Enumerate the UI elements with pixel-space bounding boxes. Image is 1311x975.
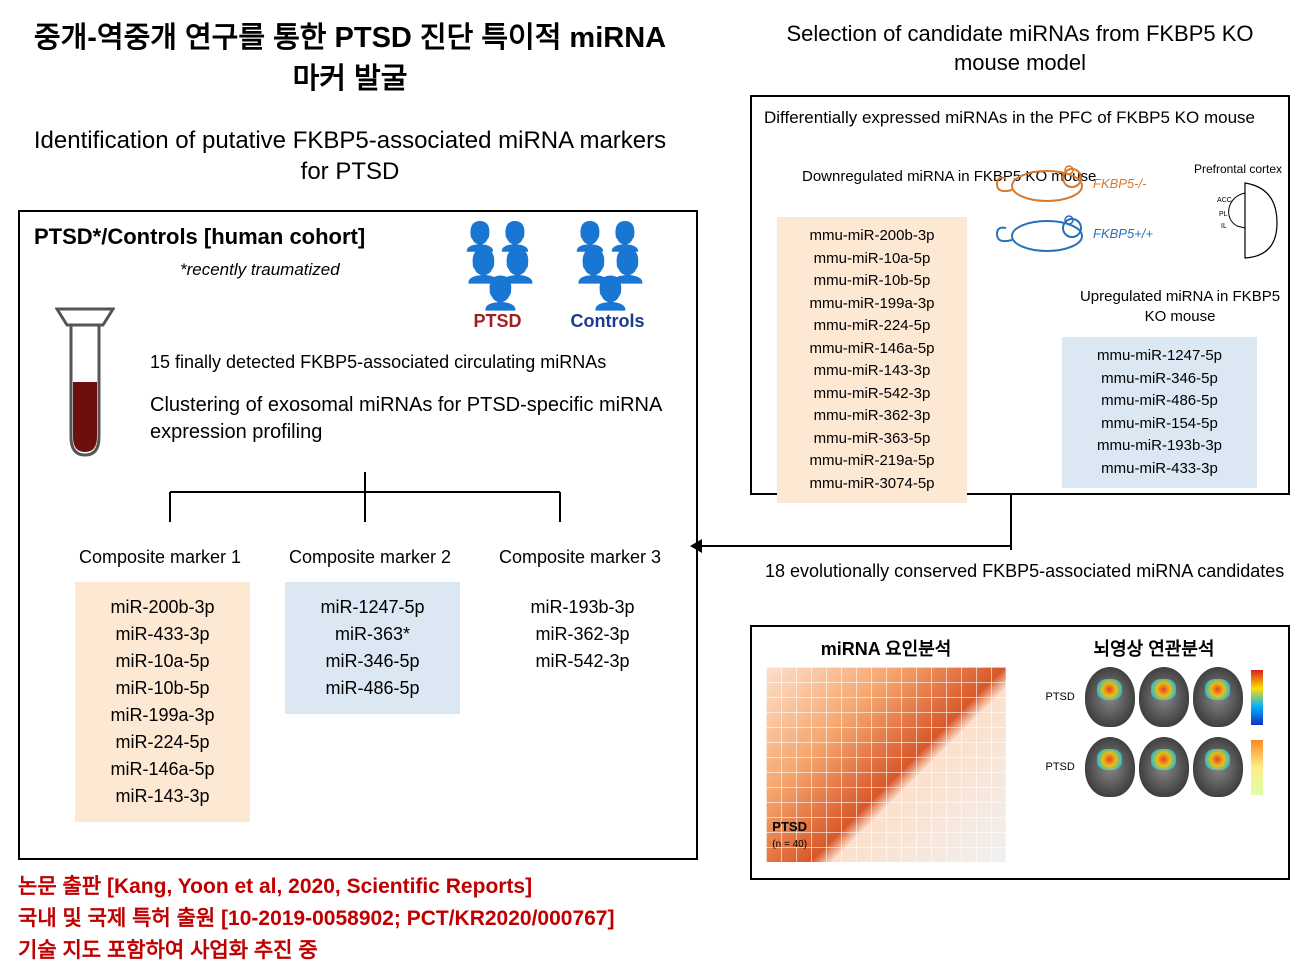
- brain-slice-icon: [1085, 667, 1135, 727]
- mouse-ko-icon: [992, 162, 1087, 204]
- ptsd-label: PTSD: [450, 311, 545, 332]
- brain-title: 뇌영상 연관분석: [1028, 635, 1280, 661]
- tree-connector: [150, 472, 580, 532]
- cohort-label: PTSD*/Controls [human cohort]: [34, 224, 365, 250]
- clustering-text: Clustering of exosomal miRNAs for PTSD-s…: [150, 392, 696, 446]
- factor-title: miRNA 요인분석: [760, 635, 1012, 661]
- comp1-list: miR-200b-3pmiR-433-3pmiR-10a-5pmiR-10b-5…: [75, 582, 250, 822]
- comp1-header: Composite marker 1: [60, 547, 260, 568]
- mouse-ko-label: FKBP5-/-: [1093, 176, 1146, 191]
- diff-expr-text: Differentially expressed miRNAs in the P…: [764, 107, 1255, 129]
- heatmap-n-label: (n = 40): [772, 839, 807, 850]
- factor-section: miRNA 요인분석 PTSD (n = 40): [752, 627, 1020, 878]
- mouse-wt-label: FKBP5+/+: [1093, 226, 1153, 241]
- right-title: Selection of candidate miRNAs from FKBP5…: [770, 20, 1270, 77]
- conserved-text: 18 evolutionally conserved FKBP5-associa…: [765, 560, 1284, 583]
- mouse-wt-icon: [992, 212, 1087, 254]
- arrow-left: [700, 545, 1010, 547]
- controls-group-icon: 👤👤 👤👤👤 Controls: [560, 220, 655, 332]
- blood-tube-icon: [55, 307, 115, 462]
- mouse-diagram: Prefrontal cortex FKBP5-/- FKBP5+/+: [992, 162, 1282, 277]
- controls-label: Controls: [560, 311, 655, 332]
- footer-line-1: 논문 출판 [Kang, Yoon et al, 2020, Scientifi…: [18, 870, 532, 900]
- colorbar-icon: [1251, 670, 1263, 725]
- subtitle: Identification of putative FKBP5-associa…: [30, 125, 670, 187]
- up-label: Upregulated miRNA in FKBP5 KO mouse: [1072, 287, 1288, 326]
- brain-slice-icon: [1139, 667, 1189, 727]
- main-title: 중개-역중개 연구를 통한 PTSD 진단 특이적 miRNA 마커 발굴: [30, 18, 670, 99]
- brain-slice-icon: [1193, 737, 1243, 797]
- cohort-note: *recently traumatized: [180, 260, 340, 280]
- down-list: mmu-miR-200b-3pmmu-miR-10a-5pmmu-miR-10b…: [777, 217, 967, 503]
- colorbar-icon: [1251, 740, 1263, 795]
- up-list: mmu-miR-1247-5pmmu-miR-346-5pmmu-miR-486…: [1062, 337, 1257, 488]
- ptsd-group-icon: 👤👤 👤👤👤 PTSD: [450, 220, 545, 332]
- comp2-list: miR-1247-5pmiR-363*miR-346-5pmiR-486-5p: [285, 582, 460, 714]
- brain-slice-icon: [1139, 737, 1189, 797]
- brain-row2-label: PTSD: [1046, 761, 1081, 773]
- brain-slice-icon: [1193, 667, 1243, 727]
- detected-count: 15 finally detected FKBP5-associated cir…: [150, 352, 606, 373]
- svg-text:PL: PL: [1219, 211, 1228, 218]
- footer-line-2: 국내 및 국제 특허 출원 [10-2019-0058902; PCT/KR20…: [18, 902, 614, 932]
- heatmap-icon: PTSD (n = 40): [766, 667, 1005, 862]
- brain-slice-icon: [1085, 737, 1135, 797]
- left-panel: PTSD*/Controls [human cohort] *recently …: [18, 210, 698, 860]
- svg-text:ACC: ACC: [1217, 197, 1232, 204]
- connector-vertical: [1010, 495, 1012, 550]
- heatmap-ptsd-label: PTSD: [772, 819, 807, 834]
- brain-row1-label: PTSD: [1046, 691, 1081, 703]
- right-panel: Differentially expressed miRNAs in the P…: [750, 95, 1290, 495]
- brain-section: 뇌영상 연관분석 PTSD PTSD: [1020, 627, 1288, 878]
- comp3-header: Composite marker 3: [480, 547, 680, 568]
- brain-section-icon: ACC PL IL: [1207, 178, 1282, 263]
- svg-text:IL: IL: [1221, 223, 1227, 230]
- comp2-header: Composite marker 2: [270, 547, 470, 568]
- bottom-panel: miRNA 요인분석 PTSD (n = 40) 뇌영상 연관분석 PTSD P…: [750, 625, 1290, 880]
- footer-line-3: 기술 지도 포함하여 사업화 추진 중: [18, 934, 318, 964]
- comp3-list: miR-193b-3pmiR-362-3pmiR-542-3p: [495, 582, 670, 687]
- pfc-label: Prefrontal cortex: [1194, 162, 1282, 176]
